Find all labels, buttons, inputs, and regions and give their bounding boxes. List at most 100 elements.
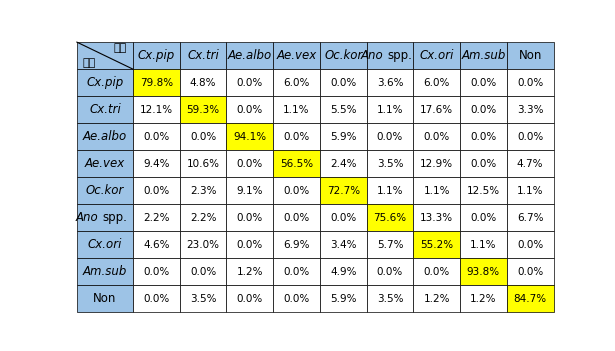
- Text: 84.7%: 84.7%: [514, 294, 547, 304]
- Bar: [320, 96, 367, 123]
- Text: 0.0%: 0.0%: [143, 186, 170, 196]
- Text: 9.4%: 9.4%: [143, 159, 170, 169]
- Bar: [413, 285, 460, 312]
- Bar: [226, 69, 273, 96]
- Bar: [226, 258, 273, 285]
- Bar: [320, 123, 367, 150]
- Text: 5.9%: 5.9%: [330, 294, 357, 304]
- Text: 4.6%: 4.6%: [143, 240, 170, 250]
- Text: 3.5%: 3.5%: [377, 159, 403, 169]
- Text: 2.3%: 2.3%: [190, 186, 216, 196]
- Text: Ae.albo: Ae.albo: [228, 49, 272, 62]
- Text: 75.6%: 75.6%: [373, 213, 407, 223]
- Text: 0.0%: 0.0%: [377, 132, 403, 142]
- Bar: [133, 285, 180, 312]
- Text: 0.0%: 0.0%: [424, 267, 450, 277]
- Bar: [273, 150, 320, 177]
- Bar: [460, 177, 507, 204]
- Bar: [180, 231, 226, 258]
- Text: Am.sub: Am.sub: [83, 265, 127, 278]
- Text: 10.6%: 10.6%: [186, 159, 220, 169]
- Bar: [226, 96, 273, 123]
- Bar: [320, 150, 367, 177]
- Bar: [367, 42, 413, 69]
- Text: 0.0%: 0.0%: [143, 132, 170, 142]
- Bar: [460, 231, 507, 258]
- Text: 0.0%: 0.0%: [190, 267, 216, 277]
- Bar: [226, 231, 273, 258]
- Bar: [367, 177, 413, 204]
- Text: Ano: Ano: [361, 49, 387, 62]
- Bar: [180, 123, 226, 150]
- Text: 3.3%: 3.3%: [517, 105, 544, 115]
- Text: Ae.vex: Ae.vex: [276, 49, 317, 62]
- Bar: [133, 258, 180, 285]
- Bar: [180, 204, 226, 231]
- Text: Non: Non: [93, 292, 117, 305]
- Bar: [320, 69, 367, 96]
- Bar: [413, 150, 460, 177]
- Bar: [320, 204, 367, 231]
- Bar: [367, 69, 413, 96]
- Text: 0.0%: 0.0%: [284, 213, 309, 223]
- Bar: [413, 258, 460, 285]
- Bar: [320, 42, 367, 69]
- Text: 6.7%: 6.7%: [517, 213, 544, 223]
- Text: 3.4%: 3.4%: [330, 240, 357, 250]
- Bar: [133, 204, 180, 231]
- Bar: [413, 69, 460, 96]
- Bar: [273, 96, 320, 123]
- Bar: [460, 258, 507, 285]
- Text: 0.0%: 0.0%: [284, 132, 309, 142]
- Text: 12.9%: 12.9%: [420, 159, 453, 169]
- Text: 5.5%: 5.5%: [330, 105, 357, 115]
- Text: 1.1%: 1.1%: [284, 105, 310, 115]
- Text: 3.6%: 3.6%: [377, 78, 403, 88]
- Bar: [226, 204, 273, 231]
- Text: 2.4%: 2.4%: [330, 159, 357, 169]
- Bar: [133, 42, 180, 69]
- Text: 55.2%: 55.2%: [420, 240, 453, 250]
- Bar: [180, 177, 226, 204]
- Text: 17.6%: 17.6%: [420, 105, 453, 115]
- Text: 0.0%: 0.0%: [237, 105, 263, 115]
- Bar: [507, 150, 554, 177]
- Text: 0.0%: 0.0%: [470, 132, 496, 142]
- Bar: [413, 96, 460, 123]
- Bar: [460, 204, 507, 231]
- Bar: [133, 96, 180, 123]
- Bar: [273, 69, 320, 96]
- Text: Cx.ori: Cx.ori: [88, 238, 122, 251]
- Text: 56.5%: 56.5%: [280, 159, 313, 169]
- Text: 6.9%: 6.9%: [284, 240, 310, 250]
- Text: 0.0%: 0.0%: [517, 132, 543, 142]
- Bar: [226, 42, 273, 69]
- Bar: [507, 231, 554, 258]
- Bar: [133, 177, 180, 204]
- Bar: [320, 285, 367, 312]
- Text: 4.8%: 4.8%: [190, 78, 216, 88]
- Bar: [507, 177, 554, 204]
- Bar: [180, 258, 226, 285]
- Text: 79.8%: 79.8%: [140, 78, 173, 88]
- Bar: [460, 285, 507, 312]
- Text: Non: Non: [518, 49, 542, 62]
- Text: 0.0%: 0.0%: [190, 132, 216, 142]
- Bar: [273, 204, 320, 231]
- Bar: [507, 204, 554, 231]
- Bar: [133, 123, 180, 150]
- Text: Cx.tri: Cx.tri: [89, 103, 121, 116]
- Text: 1.1%: 1.1%: [424, 186, 450, 196]
- Bar: [413, 123, 460, 150]
- Text: 59.3%: 59.3%: [186, 105, 220, 115]
- Text: 0.0%: 0.0%: [237, 294, 263, 304]
- Bar: [133, 69, 180, 96]
- Text: 0.0%: 0.0%: [330, 213, 356, 223]
- Text: 4.7%: 4.7%: [517, 159, 544, 169]
- Text: 2.2%: 2.2%: [143, 213, 170, 223]
- Bar: [507, 285, 554, 312]
- Text: 0.0%: 0.0%: [470, 105, 496, 115]
- Text: 6.0%: 6.0%: [424, 78, 450, 88]
- Bar: [180, 69, 226, 96]
- Bar: [226, 150, 273, 177]
